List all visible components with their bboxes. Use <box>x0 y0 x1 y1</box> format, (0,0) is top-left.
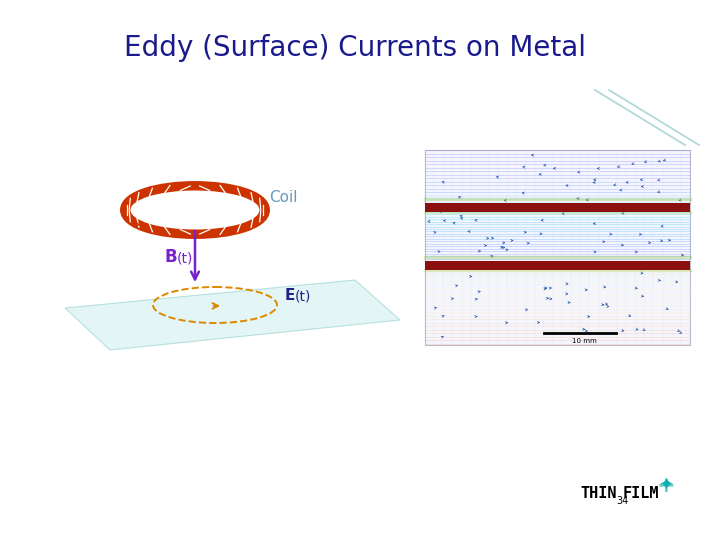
Polygon shape <box>65 280 400 350</box>
Text: (t): (t) <box>295 289 311 303</box>
Text: (t): (t) <box>177 252 194 266</box>
Text: Coil: Coil <box>269 191 297 206</box>
Ellipse shape <box>130 191 259 229</box>
Bar <box>425 202 690 212</box>
Text: FILM: FILM <box>623 485 660 501</box>
Text: +: + <box>657 476 675 496</box>
Text: 10 mm: 10 mm <box>572 338 596 344</box>
Text: E: E <box>285 287 295 302</box>
Bar <box>425 261 690 270</box>
Text: 34: 34 <box>616 496 628 506</box>
Text: THIN: THIN <box>580 485 616 501</box>
Text: B: B <box>165 247 178 266</box>
Text: Eddy (Surface) Currents on Metal: Eddy (Surface) Currents on Metal <box>124 34 586 62</box>
Text: ✦: ✦ <box>658 477 674 495</box>
Bar <box>425 150 690 345</box>
